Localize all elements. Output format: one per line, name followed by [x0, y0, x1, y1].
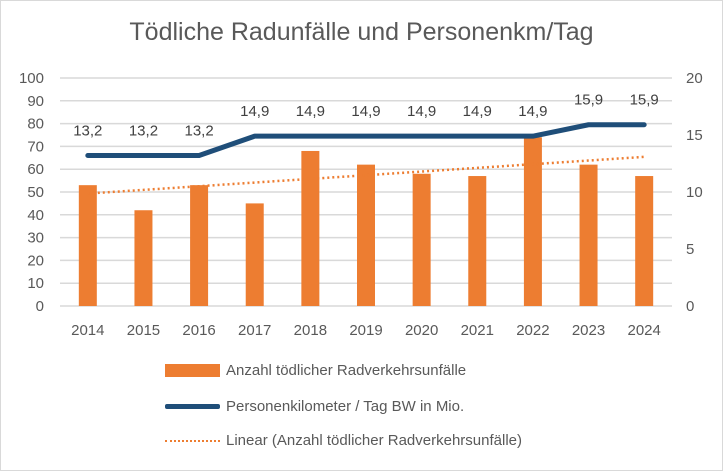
legend-item-line: Personenkilometer / Tag BW in Mio.	[165, 398, 464, 415]
x-tick-label: 2014	[71, 322, 104, 339]
x-tick-label: 2018	[294, 322, 327, 339]
y-right-tick-label: 5	[686, 241, 694, 258]
bar	[635, 176, 654, 306]
bar	[190, 185, 209, 306]
y-left-tick-label: 30	[27, 230, 44, 247]
legend-label: Linear (Anzahl tödlicher Radverkehrsunfä…	[226, 432, 522, 449]
x-tick-label: 2016	[182, 322, 215, 339]
bar	[357, 164, 375, 306]
bar	[245, 203, 264, 306]
bar	[579, 164, 598, 306]
y-right-tick-label: 15	[686, 127, 703, 144]
x-tick-label: 2017	[238, 322, 271, 339]
data-label: 13,2	[73, 123, 102, 140]
bar	[468, 176, 487, 306]
data-label: 13,2	[129, 123, 158, 140]
legend-item-bars: Anzahl tödlicher Radverkehrsunfälle	[165, 362, 466, 379]
y-left-tick-label: 20	[27, 252, 44, 269]
chart-title: Tödliche Radunfälle und Personenkm/Tag	[129, 18, 594, 46]
y-left-tick-label: 0	[36, 298, 44, 315]
data-label: 14,9	[463, 103, 492, 120]
y-left-tick-label: 90	[27, 93, 44, 110]
x-tick-label: 2023	[572, 322, 605, 339]
x-tick-label: 2024	[627, 322, 660, 339]
x-tick-label: 2015	[127, 322, 160, 339]
bar	[412, 173, 431, 306]
y-left-tick-label: 10	[27, 275, 44, 292]
y-left-tick-label: 70	[27, 138, 44, 155]
legend-swatch-line	[165, 404, 220, 409]
data-label: 13,2	[184, 123, 213, 140]
legend-swatch-bar	[165, 364, 220, 377]
data-label: 14,9	[518, 103, 547, 120]
bar	[523, 137, 542, 306]
y-left-tick-label: 60	[27, 161, 44, 178]
x-tick-label: 2022	[516, 322, 549, 339]
data-label: 14,9	[240, 103, 269, 120]
bar	[78, 185, 97, 306]
data-label: 14,9	[407, 103, 436, 120]
y-left-tick-label: 50	[27, 184, 44, 201]
y-left-tick-label: 40	[27, 207, 44, 224]
x-tick-label: 2020	[405, 322, 438, 339]
legend-swatch-trend	[165, 439, 220, 442]
legend-item-trend: Linear (Anzahl tödlicher Radverkehrsunfä…	[165, 432, 522, 449]
data-label: 15,9	[630, 92, 659, 109]
bar	[134, 210, 153, 306]
y-right-tick-label: 0	[686, 298, 694, 315]
data-label: 15,9	[574, 92, 603, 109]
y-right-tick-label: 10	[686, 184, 703, 201]
legend-label: Anzahl tödlicher Radverkehrsunfälle	[226, 362, 467, 379]
y-left-tick-label: 100	[19, 70, 44, 87]
legend-label: Personenkilometer / Tag BW in Mio.	[226, 398, 465, 415]
x-tick-label: 2021	[461, 322, 494, 339]
data-label: 14,9	[351, 103, 380, 120]
y-right-tick-label: 20	[686, 70, 703, 87]
y-left-tick-label: 80	[27, 116, 44, 133]
line-series	[85, 122, 647, 159]
data-label: 14,9	[296, 103, 325, 120]
x-tick-label: 2019	[349, 322, 382, 339]
bar	[301, 150, 320, 306]
